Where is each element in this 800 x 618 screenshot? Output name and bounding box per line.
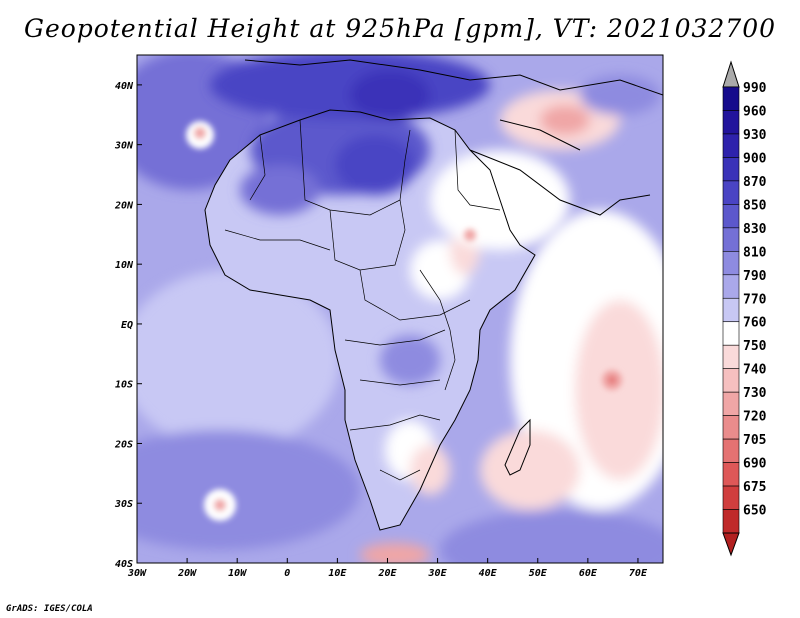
colorbar-label: 960 <box>743 104 767 119</box>
lat-tick-label: 20S <box>114 439 133 450</box>
colorbar-label: 720 <box>743 410 767 425</box>
lat-tick-label: EQ <box>121 320 133 331</box>
colorbar-label: 850 <box>743 198 767 213</box>
colorbar-swatch <box>722 485 740 510</box>
lon-tick-label: 30W <box>127 568 147 579</box>
longitude-axis: 30W 20W 10W 0 10E 20E 30E 40E 50E 60E 70E <box>127 558 648 579</box>
lat-tick-label: 30S <box>114 499 133 510</box>
lon-tick-label: 10E <box>328 568 347 579</box>
colorbar-label: 930 <box>743 128 767 143</box>
colorbar-label: 705 <box>743 433 766 448</box>
colorbar-label: 750 <box>743 339 767 354</box>
colorbar-swatch <box>722 274 740 299</box>
colorbar-swatch <box>722 227 740 252</box>
colorbar-label: 870 <box>743 175 767 190</box>
lat-tick-label: 30N <box>114 141 134 152</box>
lon-tick-label: 70E <box>629 568 648 579</box>
lon-tick-label: 10W <box>228 568 247 579</box>
colorbar-label: 730 <box>743 386 767 401</box>
colorbar-label: 690 <box>743 457 767 472</box>
colorbar-swatch <box>722 86 740 111</box>
colorbar-label: 650 <box>743 504 767 519</box>
colorbar-bottom-arrow <box>722 532 740 557</box>
grads-credit: GrADS: IGES/COLA <box>6 604 93 614</box>
colorbar-swatch <box>722 391 740 416</box>
colorbar-swatch <box>722 251 740 276</box>
map-title: Geopotential Height at 925hPa [gpm], VT:… <box>23 14 777 43</box>
colorbar-label: 790 <box>743 269 767 284</box>
lon-tick-label: 0 <box>284 568 290 579</box>
colorbar-label: 760 <box>743 316 767 331</box>
lon-tick-label: 30E <box>428 568 448 579</box>
lat-tick-label: 40N <box>115 81 134 92</box>
colorbar-swatch <box>722 415 740 440</box>
lat-tick-label: 10N <box>115 260 134 271</box>
colorbar-label: 810 <box>743 245 767 260</box>
country-borders <box>224 119 501 481</box>
colorbar-label: 675 <box>743 480 766 495</box>
colorbar-swatch <box>722 462 740 487</box>
lon-tick-label: 20W <box>177 568 197 579</box>
colorbar-top-arrow <box>722 60 740 88</box>
lon-tick-label: 40E <box>479 568 498 579</box>
height-field <box>137 55 663 563</box>
colorbar-swatch <box>722 110 740 135</box>
lon-tick-label: 60E <box>579 568 598 579</box>
lat-tick-label: 20N <box>114 200 134 211</box>
colorbar-swatch <box>722 204 740 229</box>
colorbar-label: 740 <box>743 363 767 378</box>
colorbar-swatch <box>722 368 740 393</box>
map-frame <box>136 54 664 564</box>
colorbar-swatch <box>722 180 740 205</box>
lon-tick-label: 20E <box>377 568 397 579</box>
colorbar-swatch <box>722 157 740 182</box>
colorbar-label: 830 <box>743 222 767 237</box>
colorbar-swatch <box>722 438 740 463</box>
colorbar-swatch <box>722 321 740 346</box>
lat-tick-label: 40S <box>115 559 133 570</box>
lon-tick-label: 50E <box>529 568 548 579</box>
colorbar-label: 990 <box>743 81 767 96</box>
colorbar-swatch <box>722 297 740 323</box>
latitude-axis: 40N 30N 20N 10N EQ 10S 20S 30S 40S <box>114 81 142 570</box>
colorbar-swatch <box>722 509 740 534</box>
lat-tick-label: 10S <box>115 380 133 391</box>
colorbar-label: 900 <box>743 151 767 166</box>
colorbar-swatch <box>722 133 740 158</box>
coastlines <box>204 59 663 531</box>
colorbar-swatch <box>722 344 740 369</box>
colorbar-label: 770 <box>743 292 767 307</box>
